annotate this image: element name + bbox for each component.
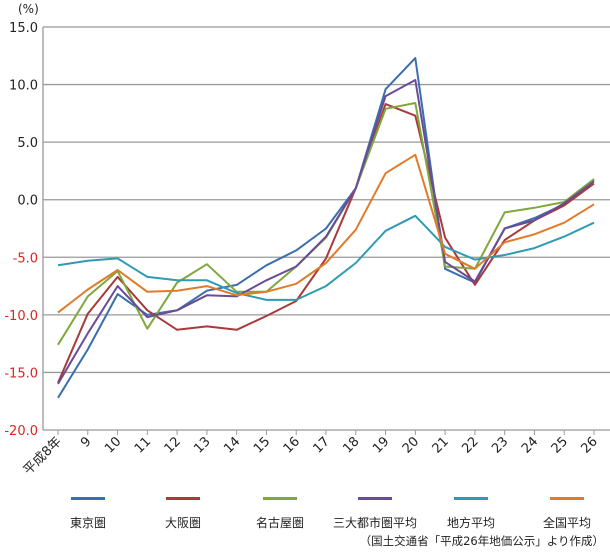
y-tick-label: -15.0: [4, 366, 38, 381]
legend-label: 名古屋圏: [255, 516, 304, 530]
legend-swatch: [71, 497, 105, 500]
legend-label: 全国平均: [542, 516, 591, 530]
x-tick-label: 24: [519, 434, 541, 456]
x-tick-label: 18: [340, 434, 362, 456]
legend-label: 三大都市圏平均: [332, 516, 417, 530]
legend-item: 地方平均: [423, 491, 519, 531]
source-note: （国土交通省「平成26年地価公示」より作成）: [359, 534, 604, 548]
series-line-0: [57, 57, 595, 399]
y-tick-label: -10.0: [4, 309, 38, 324]
x-tick-label: 15: [251, 434, 273, 456]
y-tick-label: 0.0: [17, 194, 38, 209]
legend-swatch: [454, 497, 488, 500]
legend-item: 東京圏: [40, 491, 136, 531]
y-tick-label: 5.0: [17, 136, 38, 151]
x-tick-label: 13: [191, 434, 213, 456]
x-tick-label: 11: [132, 434, 154, 456]
legend-swatch: [550, 497, 584, 500]
y-tick-label: -20.0: [4, 424, 38, 439]
legend-item: 名古屋圏: [232, 491, 328, 531]
x-tick-label: 22: [459, 434, 481, 456]
series-line-3: [57, 79, 595, 385]
legend-label: 東京圏: [69, 516, 106, 530]
series-line-5: [57, 153, 595, 314]
y-tick-label: 10.0: [9, 79, 38, 94]
x-tick-label: 平成8年: [21, 434, 65, 478]
plot-area: (%) 15.0 10.0 5.0 0.0 -5.0 -10.0 -15.0 -20.0平成8…: [4, 2, 610, 478]
x-tick-label: 12: [162, 434, 184, 456]
legend-swatch: [358, 497, 392, 500]
x-tick-label: 17: [311, 434, 333, 456]
y-tick-label: 15.0: [9, 21, 38, 36]
y-axis-label: (%): [18, 2, 39, 16]
x-tick-label: 16: [281, 434, 303, 456]
series-line-1: [57, 103, 595, 384]
x-tick-label: 26: [579, 434, 601, 456]
x-tick-label: 20: [400, 434, 422, 456]
x-tick-label: 25: [549, 434, 571, 456]
x-tick-label: 9: [78, 434, 94, 450]
x-tick-label: 21: [430, 434, 452, 456]
x-tick-label: 14: [221, 434, 243, 456]
legend-swatch: [166, 497, 200, 500]
legend-item: 大阪圏: [135, 491, 231, 531]
legend-item: 全国平均: [519, 491, 610, 531]
x-tick-label: 19: [370, 434, 392, 456]
y-tick-label: -5.0: [13, 251, 38, 266]
series-line-4: [57, 214, 595, 301]
legend-label: 大阪圏: [164, 516, 201, 530]
legend-label: 地方平均: [446, 516, 495, 530]
x-tick-label: 10: [102, 434, 124, 456]
x-tick-label: 23: [489, 434, 511, 456]
legend-item: 三大都市圏平均: [327, 491, 423, 531]
legend-swatch: [263, 497, 297, 500]
